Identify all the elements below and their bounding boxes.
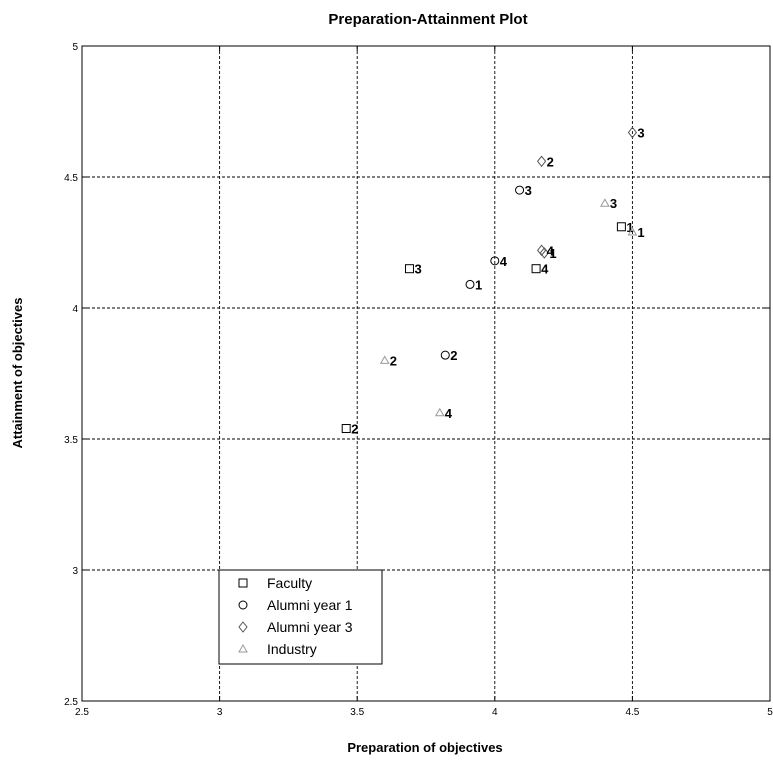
point-label: 4 [547, 243, 555, 258]
series-faculty: 1 2 3 4 [341, 220, 634, 437]
plot-area-frame [81, 45, 771, 702]
y-tick-label: 4.5 [64, 173, 78, 184]
data-point-circle [465, 279, 475, 289]
y-tick-label: 5 [72, 42, 78, 53]
point-label: 4 [445, 406, 453, 421]
data-point-circle [515, 185, 525, 195]
point-label: 3 [637, 125, 644, 140]
data-point-triangle [434, 407, 445, 417]
point-label: 1 [626, 220, 633, 235]
data-point-diamond [536, 155, 547, 168]
data-point-square [404, 264, 414, 274]
legend-marker-diamond [238, 621, 248, 633]
x-tick-label: 2.5 [75, 707, 89, 718]
legend-entry-label: Faculty [267, 575, 312, 591]
grid-lines [81, 45, 771, 702]
y-tick-label: 3 [72, 566, 78, 577]
point-label: 2 [450, 348, 457, 363]
series-industry: 1 2 3 4 [379, 196, 645, 421]
data-point-triangle [379, 355, 390, 364]
series-alumni-year-3: 1 2 3 4 [536, 125, 645, 261]
x-tick-label: 5 [767, 707, 773, 718]
point-label: 3 [610, 196, 617, 211]
point-label: 2 [547, 154, 554, 169]
axis-ticks: 2.5 3 3.5 4 4.5 5 2.5 3 3.5 4 4.5 5 [64, 42, 773, 718]
point-label: 2 [390, 353, 397, 368]
legend-entry-label: Alumni year 1 [267, 597, 353, 613]
point-label: 4 [541, 262, 549, 277]
x-tick-label: 4 [492, 707, 498, 718]
data-point-circle [440, 350, 450, 360]
y-tick-label: 3.5 [64, 435, 78, 446]
x-tick-label: 3 [217, 707, 223, 718]
point-label: 3 [525, 183, 532, 198]
legend-marker-square [238, 578, 248, 588]
data-point-diamond [627, 126, 638, 139]
point-label: 1 [475, 277, 482, 292]
point-label: 1 [637, 225, 644, 240]
legend: Faculty Alumni year 1 Alumni year 3 Industr… [218, 569, 383, 665]
point-label: 3 [414, 262, 421, 277]
data-point-square [341, 424, 351, 434]
y-tick-label: 2.5 [64, 697, 78, 708]
data-point-diamond [536, 244, 547, 257]
legend-marker-circle [238, 600, 248, 610]
series-alumni-year-1: 1 2 3 4 [440, 183, 532, 363]
x-tick-label: 4.5 [625, 707, 639, 718]
legend-entry-label: Alumni year 3 [267, 619, 353, 635]
data-point-triangle [627, 227, 638, 236]
legend-entry-label: Industry [267, 641, 317, 657]
data-point-circle [490, 256, 500, 266]
point-label: 2 [351, 422, 358, 437]
point-label: 1 [549, 246, 556, 261]
data-point-square [616, 222, 626, 232]
data-point-diamond [539, 247, 549, 259]
legend-marker-triangle [238, 643, 248, 653]
y-axis-label: Attainment of objectives [10, 298, 25, 449]
x-axis-label: Preparation of objectives [347, 740, 502, 755]
legend-box [218, 569, 383, 665]
x-tick-label: 3.5 [350, 707, 364, 718]
point-label: 4 [500, 254, 508, 269]
y-tick-label: 4 [72, 304, 78, 315]
chart-title: Preparation-Attainment Plot [328, 11, 527, 28]
data-point-square [531, 264, 541, 274]
data-point-triangle [600, 198, 610, 207]
